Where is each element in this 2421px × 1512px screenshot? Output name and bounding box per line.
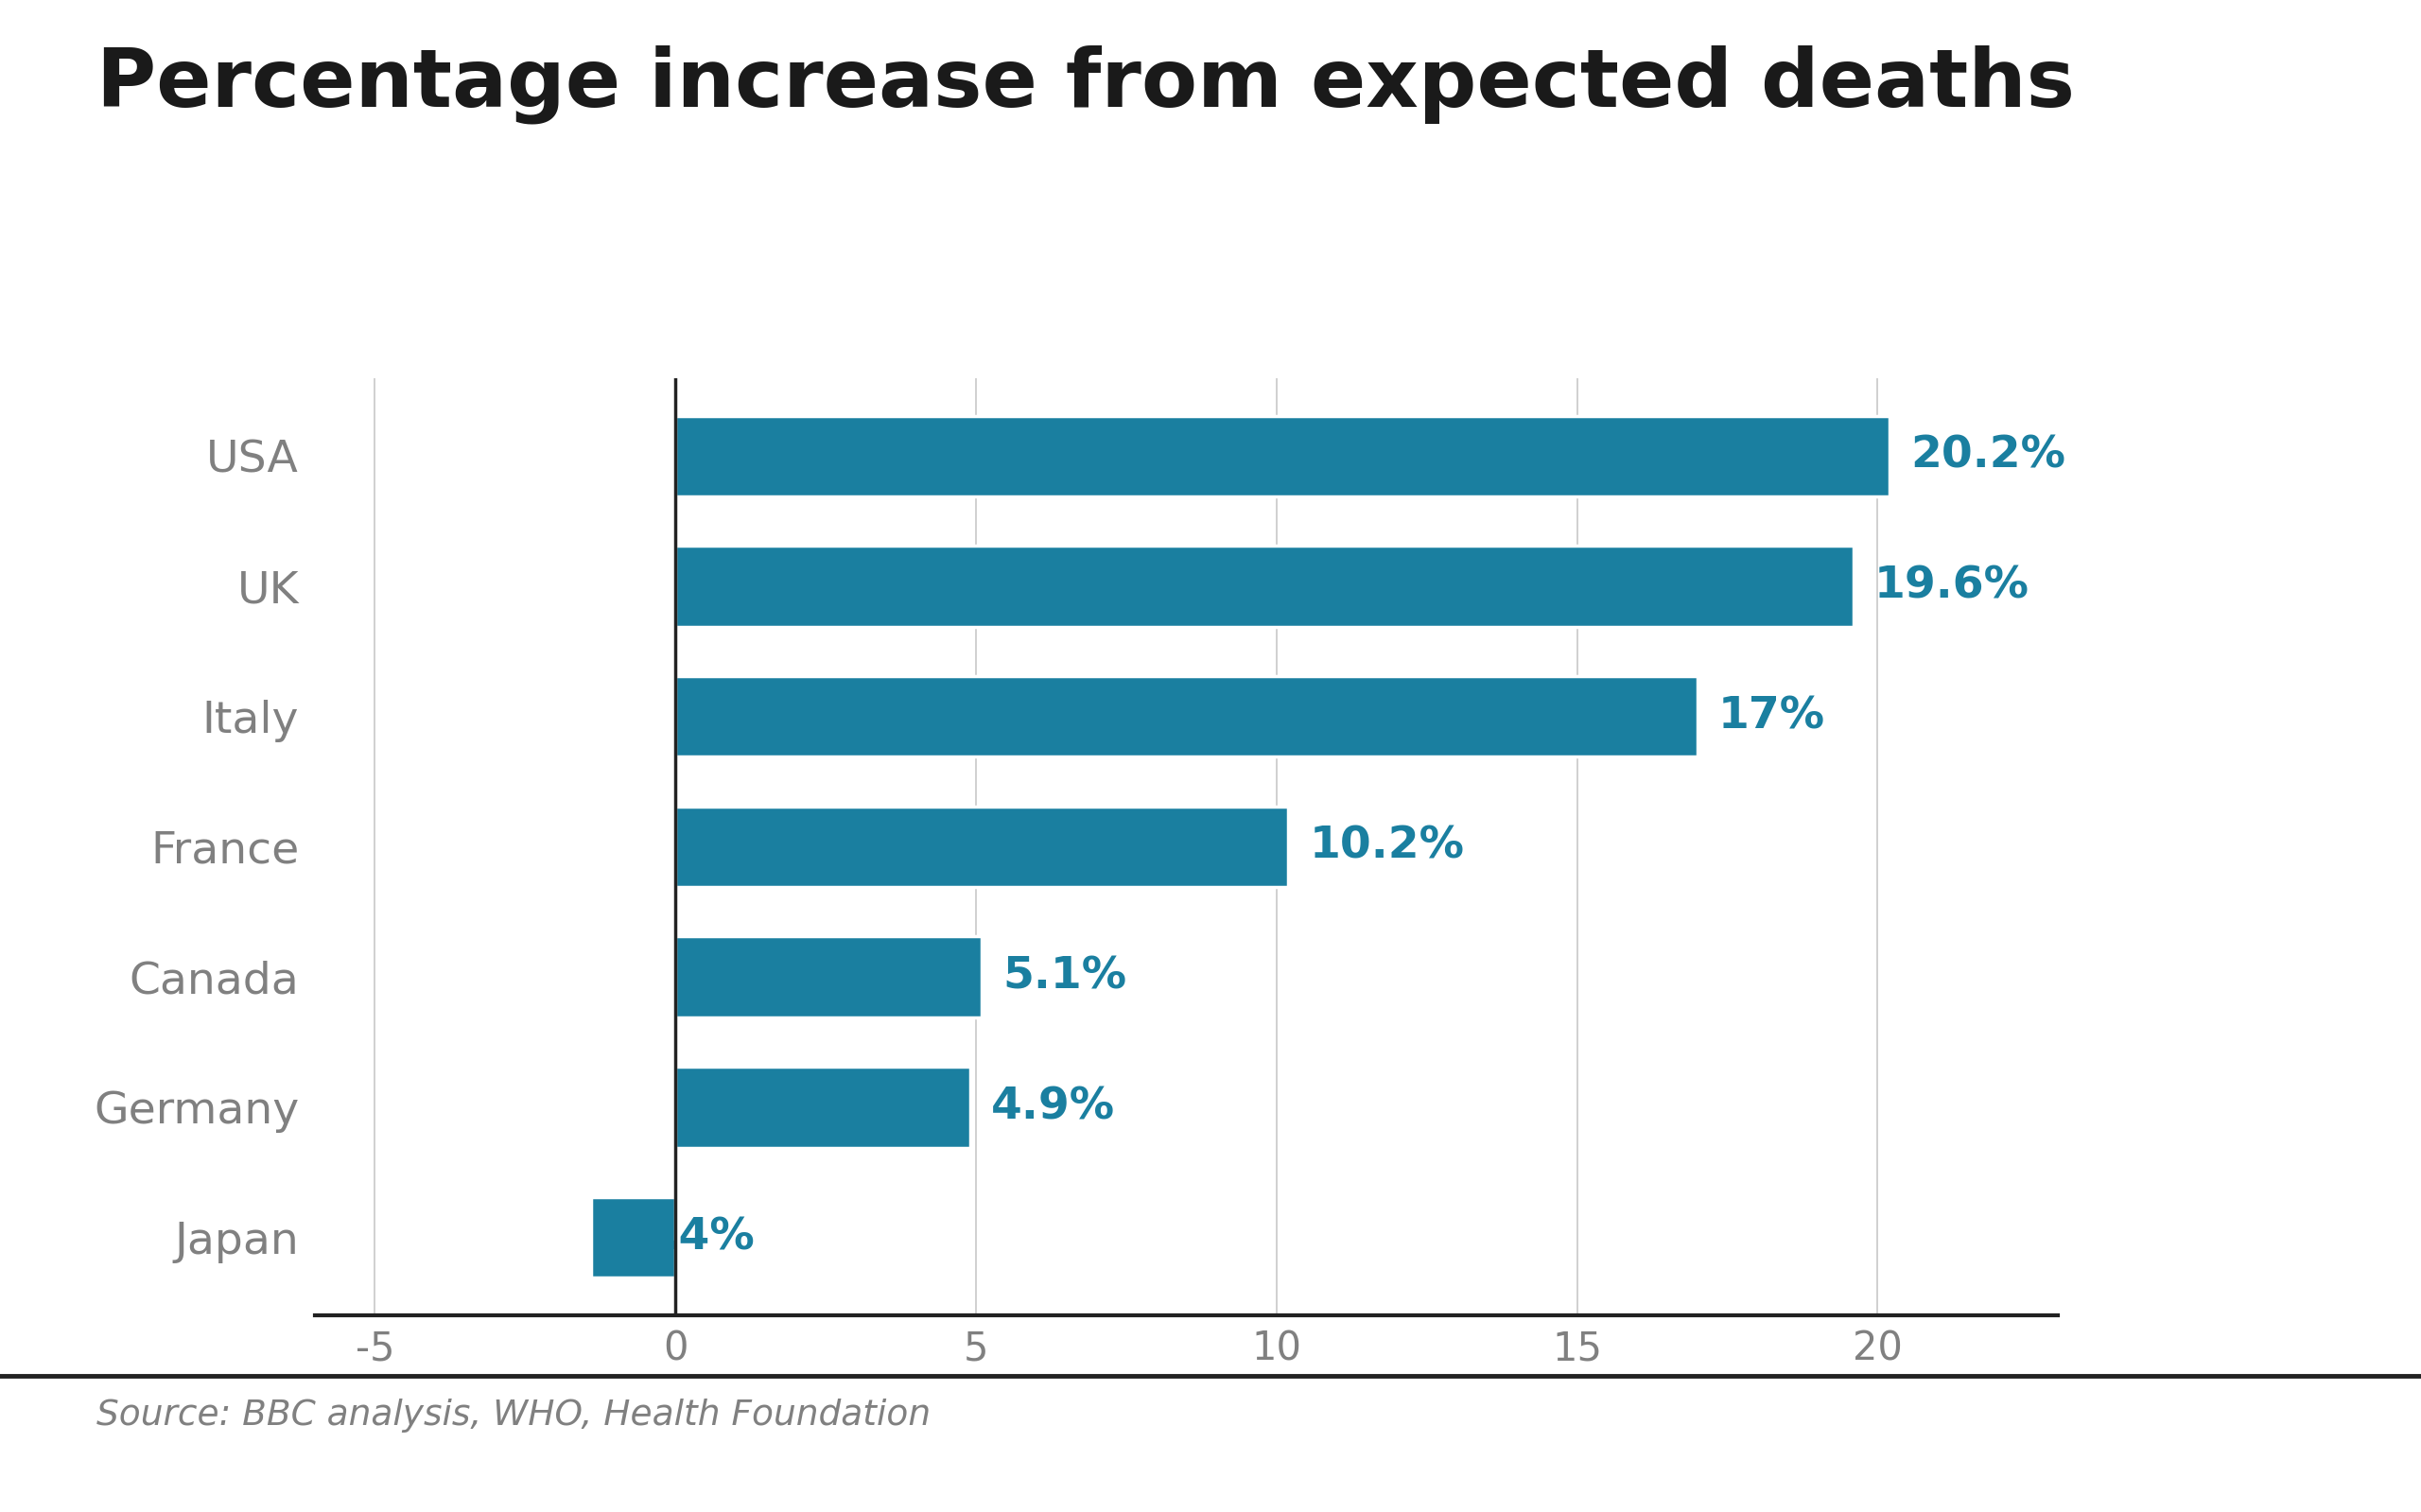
Text: B: B <box>2264 1421 2302 1468</box>
Text: -1.4%: -1.4% <box>613 1216 755 1258</box>
Text: 19.6%: 19.6% <box>1874 565 2029 608</box>
Text: 5.1%: 5.1% <box>1002 956 1126 998</box>
Text: Percentage increase from expected deaths: Percentage increase from expected deaths <box>97 45 2075 124</box>
Bar <box>675 806 1288 888</box>
Bar <box>591 1198 675 1278</box>
Bar <box>675 416 1888 496</box>
Text: 4.9%: 4.9% <box>990 1086 1116 1128</box>
Bar <box>675 936 983 1018</box>
Bar <box>675 1067 971 1148</box>
Text: Source: BBC analysis, WHO, Health Foundation: Source: BBC analysis, WHO, Health Founda… <box>97 1399 932 1433</box>
Text: B: B <box>2184 1421 2222 1468</box>
Text: C: C <box>2344 1421 2382 1468</box>
Text: 10.2%: 10.2% <box>1310 826 1465 868</box>
Bar <box>675 546 1854 626</box>
Text: 17%: 17% <box>1719 696 1825 738</box>
Bar <box>675 676 1697 758</box>
Text: 20.2%: 20.2% <box>1910 435 2065 478</box>
